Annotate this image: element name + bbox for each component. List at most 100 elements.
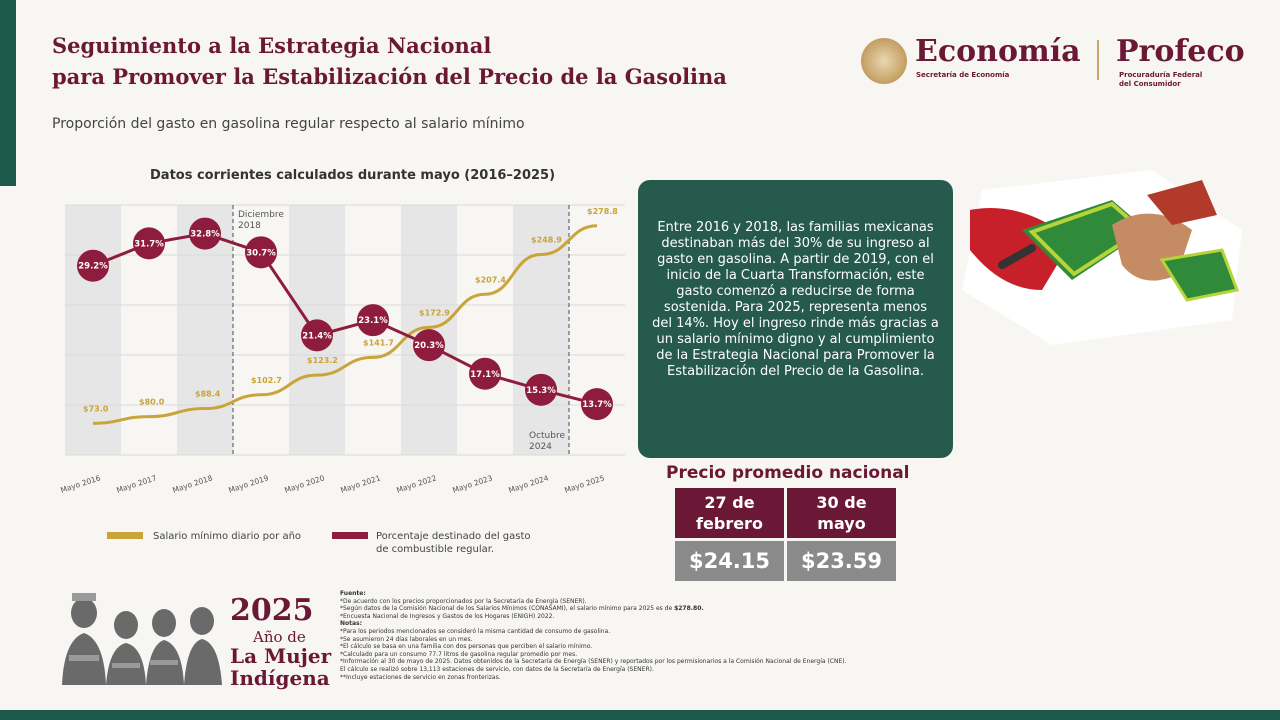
percentage-point bbox=[581, 388, 613, 421]
price-date-2-line-1: 30 de bbox=[816, 493, 867, 512]
percentage-data-label: 31.7% bbox=[134, 239, 164, 249]
profeco-sub-line-1: Procuraduría Federal bbox=[1119, 71, 1203, 79]
percentage-data-label: 13.7% bbox=[582, 400, 612, 410]
notes-fuente-2: *Según datos de la Comisión Nacional de … bbox=[340, 605, 675, 613]
price-value-1: $24.15 bbox=[675, 541, 784, 581]
percentage-point bbox=[357, 304, 389, 337]
notes-nota-1: *Para los periodos mencionados se consid… bbox=[340, 627, 611, 635]
percentage-series-line bbox=[92, 232, 598, 406]
notes-fuente-3: *Encuesta Nacional de Ingresos y Gastos … bbox=[340, 612, 555, 620]
percentage-data-label: 32.8% bbox=[190, 230, 220, 240]
salary-data-label: $248.9 bbox=[531, 235, 562, 244]
notes-nota-7: **Incluye estaciones de servicio en zona… bbox=[340, 673, 501, 681]
percentage-data-label: 15.3% bbox=[526, 386, 556, 396]
grid-band bbox=[65, 205, 121, 455]
percentage-data-label: 21.4% bbox=[302, 331, 332, 341]
x-tick-label: Mayo 2023 bbox=[451, 473, 494, 494]
legend-percentage-line-2: de combustible regular. bbox=[376, 544, 495, 555]
annotation-label: 2018 bbox=[238, 221, 261, 231]
legend-percentage-line-1: Porcentaje destinado del gasto bbox=[376, 531, 531, 542]
footnotes: Fuente: *De acuerdo con los precios prop… bbox=[340, 590, 940, 681]
salary-data-label: $141.7 bbox=[363, 338, 394, 347]
notes-nota-6: El cálculo se realizó sobre 13,113 estac… bbox=[340, 665, 654, 673]
salary-data-label: $88.4 bbox=[195, 390, 221, 399]
annotation-label: Octubre bbox=[529, 431, 565, 441]
percentage-point bbox=[189, 217, 221, 250]
price-value-2: $23.59 bbox=[787, 541, 896, 581]
grid-band bbox=[513, 205, 569, 455]
badge-line-1: Año de bbox=[253, 628, 306, 646]
profeco-logo-subtitle: Procuraduría Federal del Consumidor bbox=[1119, 71, 1202, 89]
price-date-header-1: 27 de febrero bbox=[675, 488, 784, 538]
badge-lines: La Mujer Indígena bbox=[230, 645, 331, 689]
x-tick-label: Mayo 2017 bbox=[115, 473, 158, 494]
annotation-label: Diciembre bbox=[238, 210, 284, 220]
page-subtitle: Proporción del gasto en gasolina regular… bbox=[52, 116, 525, 132]
notes-notas-label: Notas: bbox=[340, 620, 363, 628]
legend-swatch-percentage bbox=[332, 532, 368, 539]
fuel-nozzle-image bbox=[962, 170, 1242, 345]
chart-title: Datos corrientes calculados durante mayo… bbox=[150, 168, 556, 183]
notes-nota-3: *El cálculo se basa en una familia con d… bbox=[340, 643, 593, 651]
percentage-data-label: 23.1% bbox=[358, 316, 388, 326]
percentage-data-label: 29.2% bbox=[78, 262, 108, 272]
x-tick-label: Mayo 2018 bbox=[171, 473, 214, 494]
percentage-data-label: 20.3% bbox=[414, 341, 444, 351]
legend-swatch-salary bbox=[107, 532, 143, 539]
percentage-point bbox=[77, 249, 109, 282]
price-date-header-2: 30 de mayo bbox=[787, 488, 896, 538]
salary-data-label: $172.9 bbox=[419, 308, 450, 317]
percentage-point bbox=[301, 319, 333, 352]
percentage-data-label: 30.7% bbox=[246, 248, 276, 258]
price-date-1-line-2: febrero bbox=[696, 514, 763, 533]
x-tick-label: Mayo 2024 bbox=[507, 473, 550, 494]
indigenous-women-illustration bbox=[62, 593, 222, 685]
x-tick-label: Mayo 2019 bbox=[227, 473, 270, 494]
summary-textbox: Entre 2016 y 2018, las familias mexicana… bbox=[638, 180, 953, 458]
salary-data-label: $278.8 bbox=[587, 207, 618, 216]
x-tick-label: Mayo 2022 bbox=[395, 473, 438, 494]
percentage-data-label: 17.1% bbox=[470, 370, 500, 380]
title-line-2: para Promover la Estabilización del Prec… bbox=[52, 64, 727, 89]
logo-divider bbox=[1097, 40, 1099, 80]
title-line-1: Seguimiento a la Estrategia Nacional bbox=[52, 33, 492, 58]
bottom-accent-bar bbox=[0, 710, 1280, 720]
left-accent-bar bbox=[0, 0, 16, 186]
x-tick-label: Mayo 2020 bbox=[283, 473, 326, 494]
economia-logo-subtitle: Secretaría de Economía bbox=[916, 71, 1010, 79]
notes-nota-2: *Se asumieron 24 días laborales en un me… bbox=[340, 635, 473, 643]
salary-data-label: $102.7 bbox=[251, 376, 282, 385]
page-title: Seguimiento a la Estrategia Nacional par… bbox=[52, 30, 727, 92]
profeco-sub-line-2: del Consumidor bbox=[1119, 80, 1181, 88]
price-date-1-line-1: 27 de bbox=[704, 493, 755, 512]
economia-logo-text: Economía bbox=[915, 34, 1081, 69]
badge-line-2: La Mujer bbox=[230, 644, 332, 668]
salary-data-label: $73.0 bbox=[83, 404, 109, 413]
salary-data-label: $207.4 bbox=[475, 275, 506, 284]
percentage-point bbox=[525, 373, 557, 406]
notes-fuente-1: *De acuerdo con los precios proporcionad… bbox=[340, 597, 587, 605]
percentage-point bbox=[245, 236, 277, 269]
economia-seal-logo bbox=[861, 38, 907, 84]
notes-fuente-label: Fuente: bbox=[340, 590, 366, 597]
notes-fuente-2-bold: $278.80. bbox=[674, 605, 704, 613]
x-tick-label: Mayo 2025 bbox=[563, 473, 606, 494]
x-tick-label: Mayo 2021 bbox=[339, 473, 382, 494]
percentage-point bbox=[469, 357, 501, 390]
notes-nota-4: *Calculado para un consumo 77.7 litros d… bbox=[340, 650, 578, 658]
profeco-logo-text: Profeco bbox=[1116, 34, 1245, 69]
percentage-point bbox=[413, 329, 445, 362]
legend-label-percentage: Porcentaje destinado del gasto de combus… bbox=[376, 530, 531, 556]
x-tick-label: Mayo 2016 bbox=[59, 473, 102, 494]
badge-year: 2025 bbox=[230, 593, 314, 628]
badge-line-3: Indígena bbox=[230, 666, 330, 690]
price-date-2-line-2: mayo bbox=[817, 514, 866, 533]
salary-data-label: $123.2 bbox=[307, 356, 338, 365]
legend-label-salary: Salario mínimo diario por año bbox=[153, 531, 302, 542]
salary-series-line bbox=[92, 224, 598, 425]
annotation-label: 2024 bbox=[529, 442, 552, 452]
salary-data-label: $80.0 bbox=[139, 398, 165, 407]
notes-fuente-2-row: *Según datos de la Comisión Nacional de … bbox=[340, 605, 940, 613]
percentage-point bbox=[133, 227, 165, 260]
